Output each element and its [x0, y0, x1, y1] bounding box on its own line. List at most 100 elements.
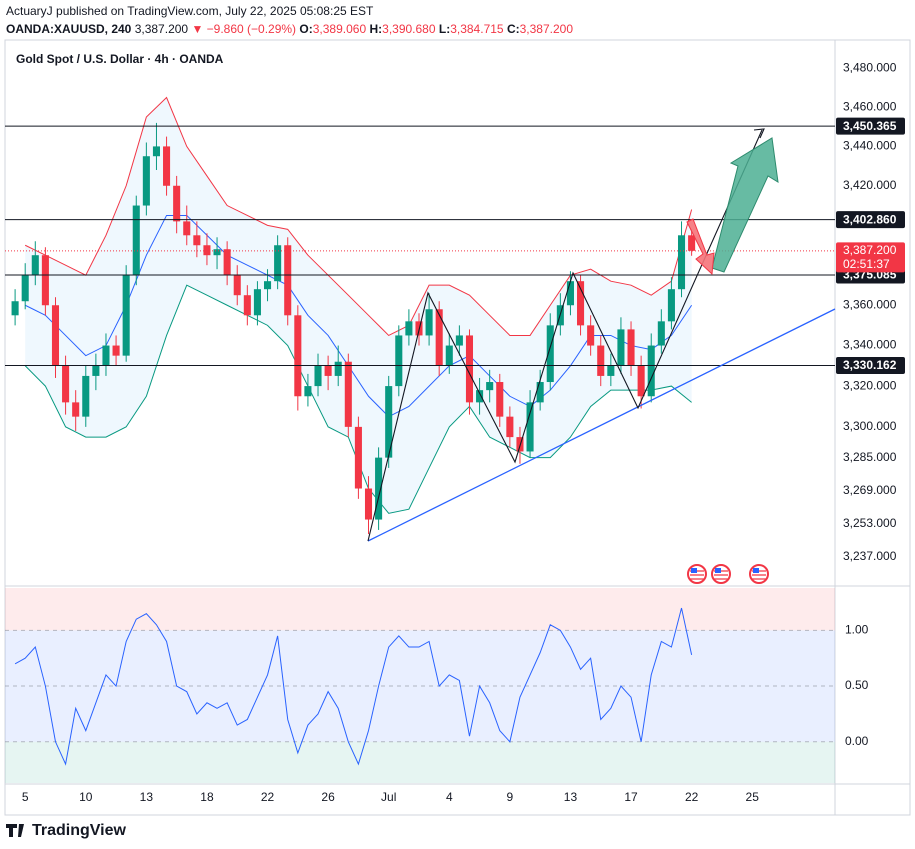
change: ▼ −9.860 (−0.29%)	[191, 22, 296, 36]
candle-body	[173, 185, 181, 222]
candle-body	[395, 335, 403, 387]
close-label: C:	[507, 22, 520, 36]
x-tick-label: 13	[564, 790, 578, 804]
candle-body	[587, 325, 595, 346]
zone-upper	[5, 588, 835, 631]
pane-title: Gold Spot / U.S. Dollar · 4h · OANDA	[16, 52, 224, 66]
candle-body	[455, 335, 463, 346]
candle-body	[536, 382, 544, 403]
candle-body	[657, 321, 665, 346]
x-tick-label: 9	[507, 790, 514, 804]
y-tick-label: 1.00	[845, 623, 869, 637]
candle-body	[385, 386, 393, 458]
candle-body	[304, 386, 312, 397]
y-tick-label: 0.00	[845, 734, 869, 748]
candle-body	[11, 301, 19, 316]
candle-body	[243, 295, 251, 316]
y-tick-label: 3,360.000	[843, 297, 897, 311]
level-tag	[836, 117, 905, 135]
candle-body	[354, 426, 362, 489]
candle-body	[496, 382, 504, 417]
y-tick-label: 0.50	[845, 678, 869, 692]
flag	[749, 564, 769, 584]
flag	[711, 564, 731, 584]
event-flags	[687, 564, 769, 584]
candle-body	[193, 235, 201, 246]
candle-body	[152, 146, 160, 157]
x-tick-label: 5	[22, 790, 29, 804]
x-tick-label: 4	[446, 790, 453, 804]
y-tick-label: 3,253.000	[843, 516, 897, 530]
y-tick-label: 3,460.000	[843, 99, 897, 113]
candle-body	[92, 365, 100, 376]
candle-body	[667, 289, 675, 322]
flag	[687, 564, 707, 584]
candle-body	[465, 335, 474, 403]
x-tick-label: 17	[624, 790, 638, 804]
level-label: 3,450.365	[843, 119, 897, 133]
low-label: L:	[439, 22, 450, 36]
candle-body	[364, 488, 373, 520]
symbol: OANDA:XAUUSD, 240	[6, 22, 132, 36]
logo: TradingView	[6, 822, 127, 839]
bearish-arrow	[686, 218, 715, 276]
low: 3,384.715	[450, 22, 504, 36]
x-tick-label: 18	[200, 790, 214, 804]
level-label: 3,402.860	[843, 212, 897, 226]
level-label: 3,330.162	[843, 358, 897, 372]
candle-body	[122, 275, 130, 356]
candle-body	[435, 309, 443, 366]
candle-body	[647, 345, 655, 397]
candle-body	[203, 245, 211, 256]
candle-body	[132, 205, 140, 276]
candle-body	[21, 275, 29, 302]
candle-body	[274, 245, 282, 282]
frame-border	[4, 39, 911, 816]
candle-body	[213, 249, 221, 256]
y-tick-label: 3,440.000	[843, 139, 897, 153]
y-tick-label: 3,420.000	[843, 178, 897, 192]
y-tick-label: 3,320.000	[843, 378, 897, 392]
candle-body	[163, 146, 171, 186]
frame	[4, 39, 911, 816]
candle-body	[51, 305, 60, 366]
published-line: ActuaryJ published on TradingView.com, J…	[6, 4, 374, 18]
candle-body	[41, 255, 49, 306]
candle-body	[375, 457, 383, 520]
candle-body	[476, 390, 484, 403]
candle-body	[263, 281, 272, 290]
candle-body	[486, 382, 494, 391]
arrow-head	[753, 128, 765, 139]
last-price-tag	[836, 242, 905, 273]
y-tick-label: 3,237.000	[843, 549, 897, 563]
candle-body	[627, 329, 635, 366]
high-label: H:	[369, 22, 382, 36]
candle-body	[597, 345, 605, 376]
candle-body	[82, 375, 90, 417]
x-tick-label: 26	[321, 790, 335, 804]
candle-body	[526, 402, 534, 452]
drawings: Gold Spot / U.S. Dollar · 4h · OANDA Tra…	[6, 52, 836, 839]
candle-body	[284, 245, 292, 316]
symbol-line: OANDA:XAUUSD, 240 3,387.200 ▼ −9.860 (−0…	[6, 22, 573, 36]
candle-body	[546, 325, 554, 383]
last-price-label: 3,387.200	[843, 243, 897, 257]
candle-body	[617, 329, 625, 366]
open: 3,389.060	[313, 22, 367, 36]
high: 3,390.680	[382, 22, 436, 36]
y-tick-label: 3,480.000	[843, 61, 897, 75]
candle-body	[183, 221, 191, 236]
countdown: 02:51:37	[843, 257, 890, 271]
candle-body	[344, 361, 352, 427]
x-tick-label: 10	[79, 790, 93, 804]
candle-body	[112, 345, 120, 356]
candle-body	[62, 365, 70, 403]
x-tick-label: 22	[685, 790, 699, 804]
candle-body	[637, 365, 645, 397]
brand: TradingView	[32, 822, 127, 839]
candle-body	[324, 365, 332, 376]
candle-body	[223, 249, 231, 276]
